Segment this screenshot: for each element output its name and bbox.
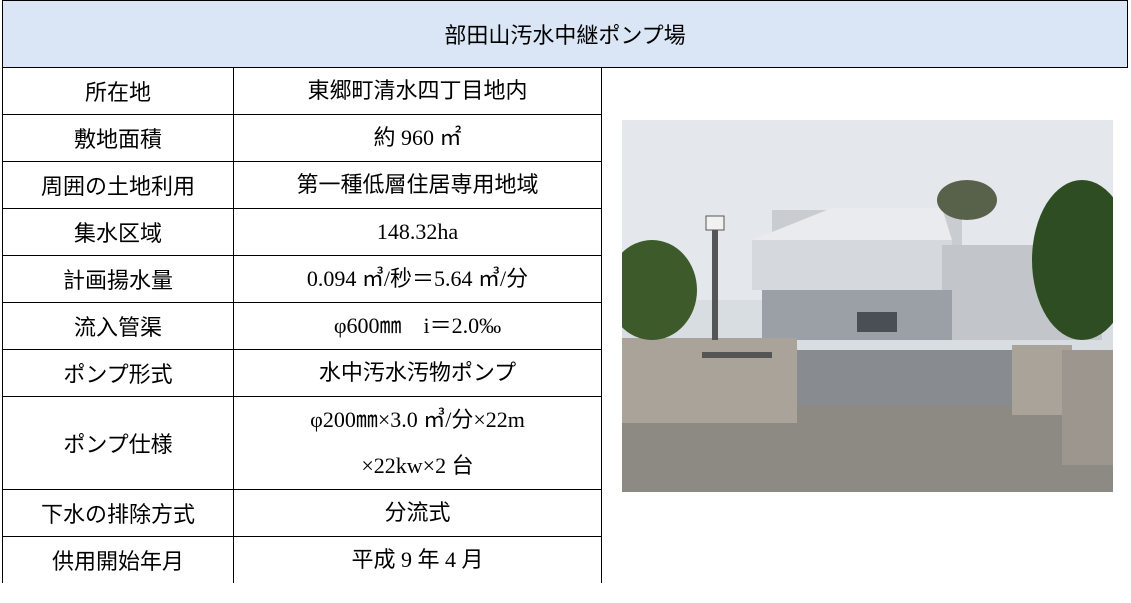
spec-value-line: 東郷町清水四丁目地内 bbox=[307, 78, 528, 103]
spec-value-line: ×22kw×2 台 bbox=[361, 453, 474, 478]
spec-value: φ600㎜ i＝2.0‰ bbox=[233, 302, 602, 350]
spec-value: 水中汚水汚物ポンプ bbox=[233, 349, 602, 397]
spec-row: 下水の排除方式 分流式 bbox=[2, 489, 602, 537]
spec-value-line: φ200㎜×3.0 ㎥/分×22m bbox=[310, 407, 525, 432]
spec-label: ポンプ形式 bbox=[2, 349, 234, 397]
spec-row: 供用開始年月 平成 9 年 4 月 bbox=[2, 536, 602, 583]
spec-row: 敷地面積 約 960 ㎡ bbox=[2, 114, 602, 162]
facility-title: 部田山汚水中継ポンプ場 bbox=[2, 0, 1128, 68]
spec-row: 周囲の土地利用 第一種低層住居専用地域 bbox=[2, 161, 602, 209]
spec-label: 計画揚水量 bbox=[2, 255, 234, 303]
spec-label: ポンプ仕様 bbox=[2, 396, 234, 490]
spec-value-line: 平成 9 年 4 月 bbox=[351, 547, 484, 572]
spec-value-line: 148.32ha bbox=[376, 219, 459, 244]
spec-value: 約 960 ㎡ bbox=[233, 114, 602, 162]
spec-row: ポンプ仕様 φ200㎜×3.0 ㎥/分×22m ×22kw×2 台 bbox=[2, 396, 602, 490]
spec-value: 0.094 ㎥/秒＝5.64 ㎥/分 bbox=[233, 255, 602, 303]
spec-row: ポンプ形式 水中汚水汚物ポンプ bbox=[2, 349, 602, 397]
spec-label: 敷地面積 bbox=[2, 114, 234, 162]
spec-label: 供用開始年月 bbox=[2, 536, 234, 583]
spec-value-line: φ600㎜ i＝2.0‰ bbox=[333, 313, 502, 338]
spec-row: 計画揚水量 0.094 ㎥/秒＝5.64 ㎥/分 bbox=[2, 255, 602, 303]
spec-label: 下水の排除方式 bbox=[2, 489, 234, 537]
spec-row: 集水区域 148.32ha bbox=[2, 208, 602, 256]
spec-value-line: 0.094 ㎥/秒＝5.64 ㎥/分 bbox=[306, 266, 529, 291]
spec-value-line: 分流式 bbox=[384, 500, 451, 525]
spec-label: 集水区域 bbox=[2, 208, 234, 256]
spec-value: 第一種低層住居専用地域 bbox=[233, 161, 602, 209]
spec-value: 148.32ha bbox=[233, 208, 602, 256]
spec-label: 周囲の土地利用 bbox=[2, 161, 234, 209]
spec-label: 所在地 bbox=[2, 67, 234, 115]
spec-value-line: 水中汚水汚物ポンプ bbox=[318, 360, 517, 385]
facility-photo bbox=[622, 120, 1113, 492]
spec-row: 所在地 東郷町清水四丁目地内 bbox=[2, 67, 602, 115]
spec-value: φ200㎜×3.0 ㎥/分×22m ×22kw×2 台 bbox=[233, 396, 602, 490]
spec-row: 流入管渠 φ600㎜ i＝2.0‰ bbox=[2, 302, 602, 350]
spec-label: 流入管渠 bbox=[2, 302, 234, 350]
spec-value-line: 第一種低層住居専用地域 bbox=[296, 172, 539, 197]
spec-value: 分流式 bbox=[233, 489, 602, 537]
spec-value: 東郷町清水四丁目地内 bbox=[233, 67, 602, 115]
spec-value: 平成 9 年 4 月 bbox=[233, 536, 602, 583]
spec-value-line: 約 960 ㎡ bbox=[373, 125, 462, 150]
